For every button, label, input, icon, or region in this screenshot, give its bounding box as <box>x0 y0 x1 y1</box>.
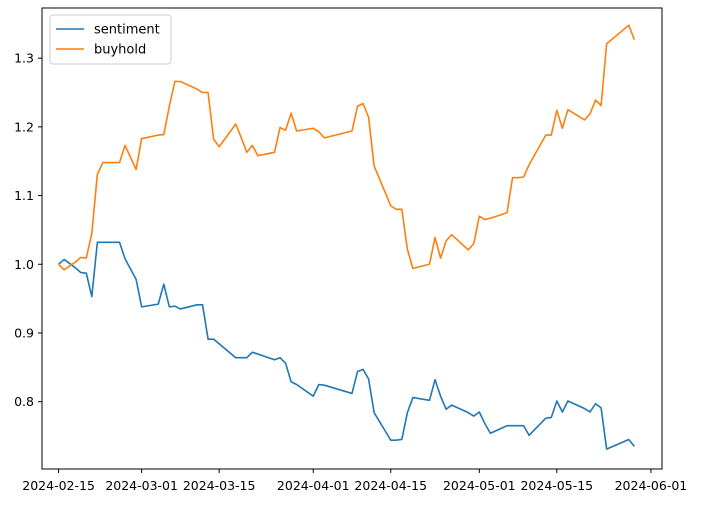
y-tick-label-0: 0.8 <box>14 394 34 409</box>
x-tick-label-1: 2024-03-01 <box>105 478 178 493</box>
plot-frame <box>41 7 663 470</box>
series-line-buyhold <box>58 24 636 271</box>
legend: sentiment buyhold <box>49 14 172 65</box>
y-tick-label-5: 1.3 <box>14 51 34 66</box>
y-tick-label-1: 0.9 <box>14 325 34 340</box>
x-tick-label-7: 2024-06-01 <box>615 478 688 493</box>
x-tick-label-5: 2024-05-01 <box>443 478 516 493</box>
y-axis: 0.8 0.9 1.0 1.1 1.2 1.3 <box>14 51 42 409</box>
series-layer <box>58 24 636 450</box>
y-tick-label-3: 1.1 <box>14 188 34 203</box>
x-tick-label-0: 2024-02-15 <box>22 478 95 493</box>
x-tick-label-4: 2024-04-15 <box>354 478 427 493</box>
x-tick-label-6: 2024-05-15 <box>520 478 593 493</box>
x-tick-label-3: 2024-04-01 <box>277 478 350 493</box>
x-axis: 2024-02-15 2024-03-01 2024-03-15 2024-04-01… <box>22 469 687 493</box>
x-tick-label-2: 2024-03-15 <box>183 478 256 493</box>
y-tick-label-4: 1.2 <box>14 119 34 134</box>
y-tick-label-2: 1.0 <box>14 257 34 272</box>
legend-label-buyhold: buyhold <box>94 43 146 58</box>
legend-box <box>49 14 172 65</box>
legend-label-sentiment: sentiment <box>94 23 160 38</box>
